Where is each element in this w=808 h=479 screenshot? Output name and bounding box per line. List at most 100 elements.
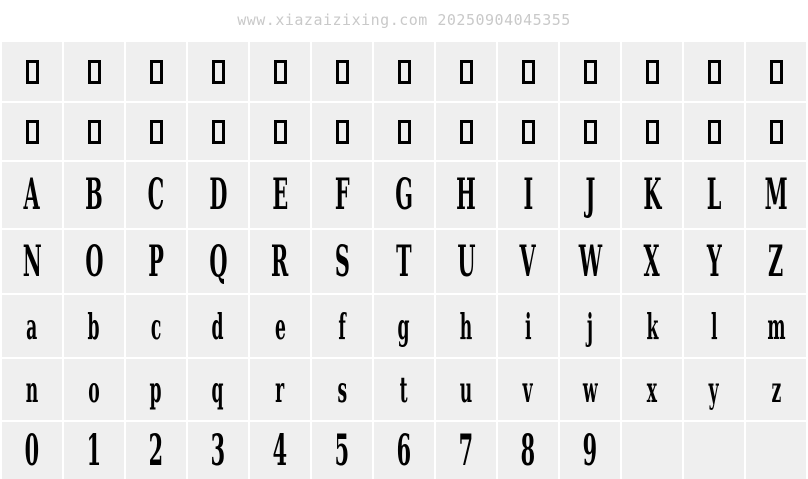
glyph-cell-notdef xyxy=(126,103,186,160)
glyph-cell-notdef xyxy=(684,42,744,101)
glyph-O: O xyxy=(84,235,104,287)
glyph-cell-7: 7 xyxy=(436,422,496,479)
glyph-cell-notdef xyxy=(188,103,248,160)
glyph-P: P xyxy=(148,235,164,287)
glyph-cell-j: j xyxy=(560,295,620,357)
glyph-cell-M: M xyxy=(746,162,806,228)
glyph-f: f xyxy=(338,304,346,348)
glyph-cell-v: v xyxy=(498,359,558,420)
glyph-D: D xyxy=(208,169,228,220)
notdef-box-glyph xyxy=(211,59,225,84)
glyph-cell-s: s xyxy=(312,359,372,420)
notdef-box-glyph xyxy=(397,119,411,144)
glyph-cell-notdef xyxy=(312,42,372,101)
notdef-box-glyph xyxy=(645,119,659,144)
glyph-cell-m: m xyxy=(746,295,806,357)
glyph-cell-i: i xyxy=(498,295,558,357)
notdef-box-glyph xyxy=(273,119,287,144)
glyph-cell-notdef xyxy=(560,103,620,160)
glyph-cell-e: e xyxy=(250,295,310,357)
glyph-cell-C: C xyxy=(126,162,186,228)
glyph-cell-notdef xyxy=(64,103,124,160)
glyph-cell-notdef xyxy=(126,42,186,101)
glyph-cell-P: P xyxy=(126,230,186,293)
glyph-cell-J: J xyxy=(560,162,620,228)
glyph-M: M xyxy=(764,169,788,220)
glyph-Z: Z xyxy=(768,235,784,287)
notdef-box-glyph xyxy=(211,119,225,144)
notdef-box-glyph xyxy=(149,119,163,144)
glyph-v: v xyxy=(523,368,533,411)
glyph-cell-O: O xyxy=(64,230,124,293)
glyph-V: V xyxy=(519,235,537,287)
glyph-I: I xyxy=(523,169,533,220)
glyph-cell-q: q xyxy=(188,359,248,420)
glyph-cell-S: S xyxy=(312,230,372,293)
glyph-row-notdef-row-1 xyxy=(2,42,806,101)
glyph-cell-empty xyxy=(684,422,744,479)
notdef-box-glyph xyxy=(149,59,163,84)
notdef-box-glyph xyxy=(273,59,287,84)
glyph-cell-a: a xyxy=(2,295,62,357)
glyph-row-lowercase-n-z: n o p q r s t u v w x y z xyxy=(2,359,806,420)
glyph-cell-notdef xyxy=(684,103,744,160)
glyph-7: 7 xyxy=(458,424,474,476)
glyph-cell-notdef xyxy=(64,42,124,101)
glyph-F: F xyxy=(334,169,350,220)
glyph-cell-D: D xyxy=(188,162,248,228)
glyph-cell-2: 2 xyxy=(126,422,186,479)
glyph-cell-V: V xyxy=(498,230,558,293)
glyph-cell-notdef xyxy=(746,42,806,101)
glyph-W: W xyxy=(578,235,602,287)
glyph-cell-b: b xyxy=(64,295,124,357)
notdef-box-glyph xyxy=(521,119,535,144)
glyph-cell-L: L xyxy=(684,162,744,228)
glyph-g: g xyxy=(397,304,410,348)
glyph-cell-notdef xyxy=(436,42,496,101)
glyph-cell-A: A xyxy=(2,162,62,228)
watermark-text: www.xiazaizixing.com 20250904045355 xyxy=(237,11,571,29)
glyph-z: z xyxy=(771,368,781,411)
glyph-u: u xyxy=(459,368,473,411)
glyph-n: n xyxy=(25,368,39,411)
glyph-cell-8: 8 xyxy=(498,422,558,479)
glyph-cell-notdef xyxy=(188,42,248,101)
glyph-cell-R: R xyxy=(250,230,310,293)
glyph-8: 8 xyxy=(520,424,536,476)
glyph-cell-E: E xyxy=(250,162,310,228)
glyph-2: 2 xyxy=(148,424,164,476)
glyph-6: 6 xyxy=(396,424,412,476)
glyph-cell-w: w xyxy=(560,359,620,420)
glyph-cell-t: t xyxy=(374,359,434,420)
glyph-cell-N: N xyxy=(2,230,62,293)
notdef-box-glyph xyxy=(583,59,597,84)
glyph-x: x xyxy=(646,368,658,411)
glyph-cell-Q: Q xyxy=(188,230,248,293)
glyph-A: A xyxy=(23,169,41,220)
glyph-3: 3 xyxy=(210,424,226,476)
glyph-cell-notdef xyxy=(746,103,806,160)
glyph-C: C xyxy=(147,169,165,220)
glyph-cell-g: g xyxy=(374,295,434,357)
glyph-cell-notdef xyxy=(250,103,310,160)
glyph-e: e xyxy=(274,304,286,348)
glyph-d: d xyxy=(211,304,224,348)
glyph-cell-B: B xyxy=(64,162,124,228)
glyph-cell-W: W xyxy=(560,230,620,293)
glyph-cell-notdef xyxy=(312,103,372,160)
notdef-box-glyph xyxy=(707,119,721,144)
notdef-box-glyph xyxy=(459,59,473,84)
glyph-cell-notdef xyxy=(374,103,434,160)
notdef-box-glyph xyxy=(707,59,721,84)
glyph-o: o xyxy=(88,368,100,411)
glyph-cell-empty xyxy=(622,422,682,479)
glyph-L: L xyxy=(706,169,722,220)
glyph-i: i xyxy=(524,304,532,348)
glyph-cell-T: T xyxy=(374,230,434,293)
notdef-box-glyph xyxy=(87,59,101,84)
glyph-j: j xyxy=(586,304,594,348)
glyph-cell-k: k xyxy=(622,295,682,357)
glyph-cell-p: p xyxy=(126,359,186,420)
